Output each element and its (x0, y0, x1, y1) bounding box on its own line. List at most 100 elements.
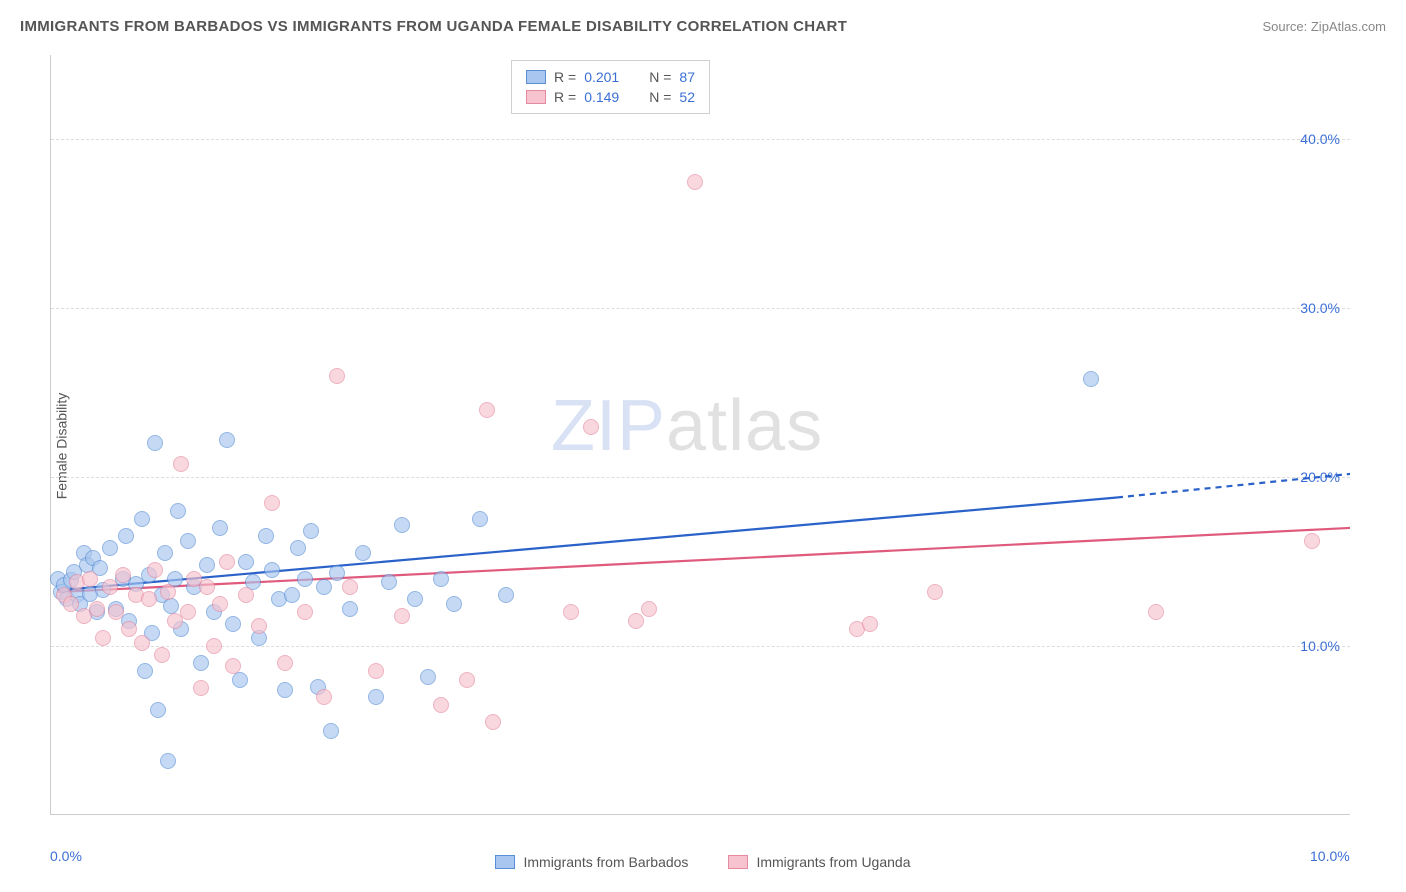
data-point (420, 669, 436, 685)
y-tick-label: 40.0% (1300, 131, 1340, 147)
data-point (219, 554, 235, 570)
data-point (163, 598, 179, 614)
data-point (433, 697, 449, 713)
n-value: 87 (679, 69, 695, 85)
data-point (219, 432, 235, 448)
data-point (134, 635, 150, 651)
data-point (180, 533, 196, 549)
data-point (121, 621, 137, 637)
data-point (199, 557, 215, 573)
data-point (284, 587, 300, 603)
data-point (290, 540, 306, 556)
data-point (150, 702, 166, 718)
data-point (206, 638, 222, 654)
y-tick-label: 20.0% (1300, 469, 1340, 485)
legend-label: Immigrants from Barbados (523, 854, 688, 870)
data-point (498, 587, 514, 603)
data-point (238, 587, 254, 603)
r-value: 0.201 (584, 69, 619, 85)
data-point (251, 618, 267, 634)
data-point (160, 753, 176, 769)
data-point (154, 647, 170, 663)
data-point (102, 540, 118, 556)
data-point (170, 503, 186, 519)
data-point (160, 584, 176, 600)
n-value: 52 (679, 89, 695, 105)
data-point (446, 596, 462, 612)
x-tick-label: 10.0% (1310, 848, 1350, 864)
data-point (342, 601, 358, 617)
data-point (927, 584, 943, 600)
data-point (258, 528, 274, 544)
data-point (108, 604, 124, 620)
legend-swatch (728, 855, 748, 869)
gridline (51, 308, 1350, 309)
data-point (394, 608, 410, 624)
r-label: R = (554, 89, 576, 105)
data-point (118, 528, 134, 544)
data-point (583, 419, 599, 435)
legend-stats-row: R = 0.201 N = 87 (526, 67, 695, 87)
legend-bottom: Immigrants from Barbados Immigrants from … (0, 854, 1406, 870)
data-point (193, 655, 209, 671)
data-point (63, 596, 79, 612)
data-point (687, 174, 703, 190)
data-point (485, 714, 501, 730)
r-label: R = (554, 69, 576, 85)
data-point (134, 511, 150, 527)
data-point (238, 554, 254, 570)
data-point (342, 579, 358, 595)
data-point (329, 368, 345, 384)
gridline (51, 139, 1350, 140)
data-point (141, 591, 157, 607)
legend-item: Immigrants from Uganda (728, 854, 910, 870)
data-point (433, 571, 449, 587)
data-point (277, 682, 293, 698)
data-point (1304, 533, 1320, 549)
data-point (115, 567, 131, 583)
data-point (225, 658, 241, 674)
trend-lines (51, 55, 1350, 814)
watermark-zip: ZIP (551, 386, 666, 466)
legend-swatch (495, 855, 515, 869)
legend-stats-row: R = 0.149N = 52 (526, 87, 695, 107)
data-point (381, 574, 397, 590)
data-point (479, 402, 495, 418)
source-attribution: Source: ZipAtlas.com (1262, 19, 1386, 34)
legend-item: Immigrants from Barbados (495, 854, 688, 870)
data-point (95, 630, 111, 646)
data-point (297, 571, 313, 587)
data-point (641, 601, 657, 617)
n-label: N = (649, 89, 671, 105)
y-tick-label: 30.0% (1300, 300, 1340, 316)
data-point (102, 579, 118, 595)
data-point (329, 565, 345, 581)
data-point (1148, 604, 1164, 620)
data-point (264, 495, 280, 511)
data-point (277, 655, 293, 671)
data-point (368, 689, 384, 705)
data-point (193, 680, 209, 696)
legend-stats-box: R = 0.201 N = 87 R = 0.149N = 52 (511, 60, 710, 114)
gridline (51, 477, 1350, 478)
legend-swatch (526, 90, 546, 104)
data-point (212, 596, 228, 612)
data-point (180, 604, 196, 620)
data-point (137, 663, 153, 679)
legend-swatch (526, 70, 546, 84)
data-point (368, 663, 384, 679)
data-point (407, 591, 423, 607)
y-tick-label: 10.0% (1300, 638, 1340, 654)
data-point (628, 613, 644, 629)
data-point (862, 616, 878, 632)
data-point (316, 689, 332, 705)
data-point (82, 571, 98, 587)
x-tick-label: 0.0% (50, 848, 82, 864)
data-point (157, 545, 173, 561)
data-point (199, 579, 215, 595)
data-point (89, 601, 105, 617)
data-point (297, 604, 313, 620)
n-label: N = (649, 69, 671, 85)
data-point (303, 523, 319, 539)
data-point (147, 435, 163, 451)
